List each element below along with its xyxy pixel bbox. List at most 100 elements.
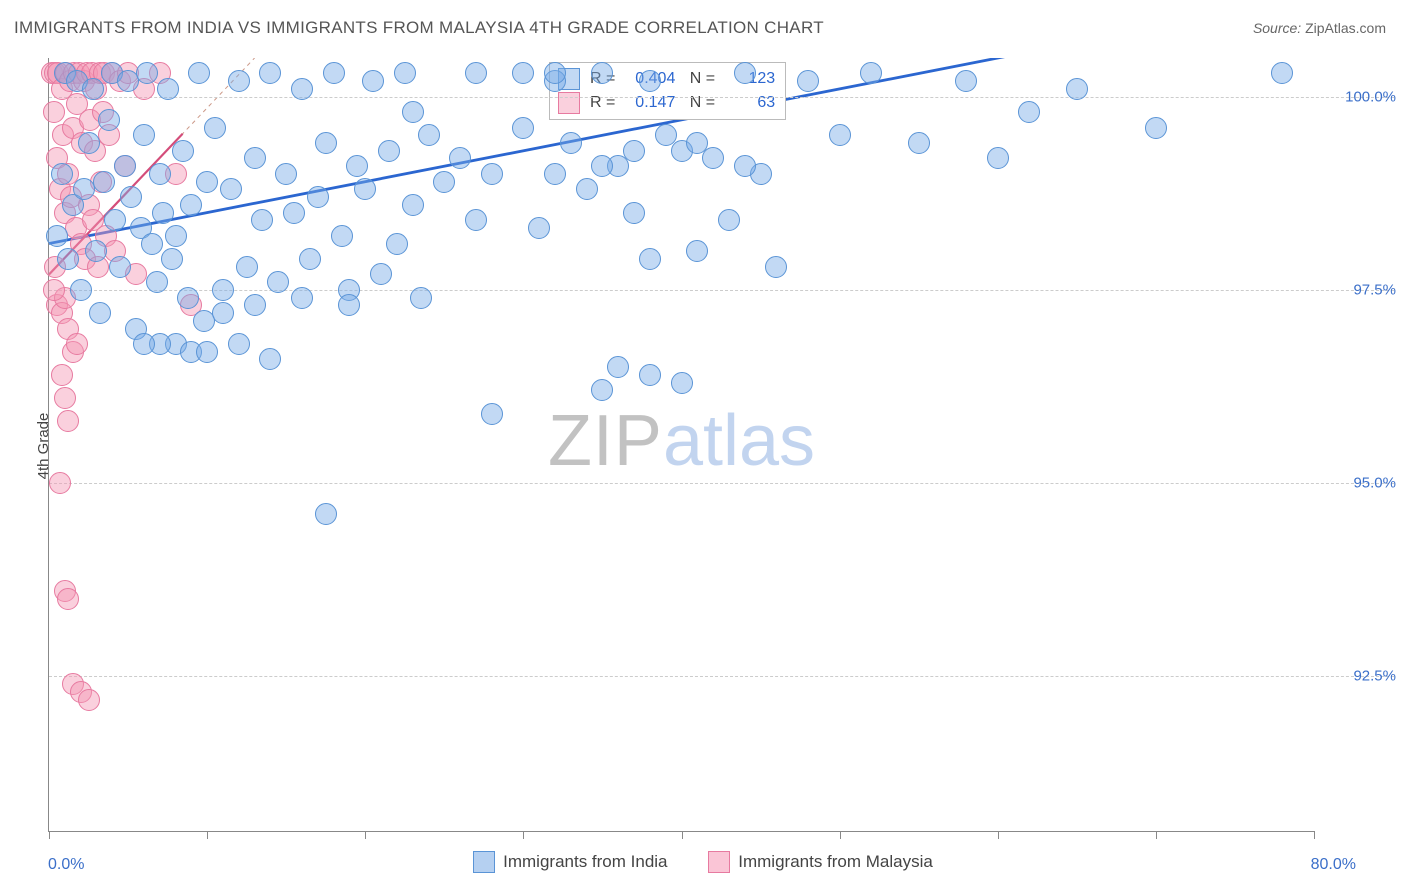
data-point	[267, 271, 289, 293]
data-point	[481, 163, 503, 185]
data-point	[362, 70, 384, 92]
data-point	[378, 140, 400, 162]
watermark-text-b: atlas	[663, 400, 815, 480]
data-point	[46, 225, 68, 247]
data-point	[797, 70, 819, 92]
data-point	[149, 163, 171, 185]
grid-line	[49, 483, 1394, 484]
data-point	[1271, 62, 1293, 84]
data-point	[66, 333, 88, 355]
data-point	[57, 248, 79, 270]
data-point	[307, 186, 329, 208]
data-point	[639, 364, 661, 386]
x-tick	[1156, 831, 1157, 839]
data-point	[315, 503, 337, 525]
data-point	[829, 124, 851, 146]
data-point	[315, 132, 337, 154]
data-point	[346, 155, 368, 177]
data-point	[718, 209, 740, 231]
data-point	[591, 379, 613, 401]
data-point	[465, 62, 487, 84]
data-point	[639, 70, 661, 92]
data-point	[161, 248, 183, 270]
data-point	[82, 78, 104, 100]
data-point	[196, 341, 218, 363]
data-point	[702, 147, 724, 169]
data-point	[323, 62, 345, 84]
data-point	[43, 101, 65, 123]
data-point	[259, 348, 281, 370]
data-point	[244, 147, 266, 169]
data-point	[51, 163, 73, 185]
data-point	[251, 209, 273, 231]
data-point	[394, 62, 416, 84]
data-point	[591, 155, 613, 177]
x-tick	[1314, 831, 1315, 839]
data-point	[386, 233, 408, 255]
data-point	[228, 70, 250, 92]
data-point	[89, 302, 111, 324]
data-point	[686, 240, 708, 262]
legend-stats-row: R = 0.147 N = 63	[558, 91, 775, 115]
data-point	[418, 124, 440, 146]
legend-item: Immigrants from India	[473, 851, 667, 873]
data-point	[591, 62, 613, 84]
data-point	[639, 248, 661, 270]
data-point	[136, 62, 158, 84]
y-tick-label: 95.0%	[1353, 475, 1396, 492]
x-tick	[682, 831, 683, 839]
data-point	[370, 263, 392, 285]
data-point	[1018, 101, 1040, 123]
data-point	[623, 140, 645, 162]
chart-container: IMMIGRANTS FROM INDIA VS IMMIGRANTS FROM…	[0, 0, 1406, 892]
data-point	[607, 356, 629, 378]
data-point	[146, 271, 168, 293]
data-point	[196, 171, 218, 193]
data-point	[54, 387, 76, 409]
legend-item-label: Immigrants from Malaysia	[738, 852, 933, 872]
data-point	[93, 171, 115, 193]
legend-r-value: 0.147	[625, 91, 675, 115]
data-point	[236, 256, 258, 278]
legend-item: Immigrants from Malaysia	[708, 851, 933, 873]
data-point	[449, 147, 471, 169]
legend-swatch-icon	[473, 851, 495, 873]
data-point	[402, 194, 424, 216]
data-point	[734, 155, 756, 177]
data-point	[465, 209, 487, 231]
data-point	[275, 163, 297, 185]
data-point	[259, 62, 281, 84]
plot-area: ZIPatlas R = 0.404 N = 123 R = 0.147 N =…	[48, 58, 1314, 832]
x-tick	[998, 831, 999, 839]
data-point	[120, 186, 142, 208]
data-point	[338, 294, 360, 316]
source-label: Source:	[1253, 20, 1301, 36]
x-tick	[365, 831, 366, 839]
data-point	[734, 62, 756, 84]
source-value: ZipAtlas.com	[1305, 20, 1386, 36]
data-point	[544, 163, 566, 185]
data-point	[152, 202, 174, 224]
watermark: ZIPatlas	[548, 399, 815, 481]
data-point	[212, 279, 234, 301]
data-point	[85, 240, 107, 262]
data-point	[410, 287, 432, 309]
watermark-text-a: ZIP	[548, 400, 663, 480]
data-point	[220, 178, 242, 200]
data-point	[671, 372, 693, 394]
trend-lines	[49, 58, 1314, 831]
data-point	[987, 147, 1009, 169]
data-point	[481, 403, 503, 425]
data-point	[291, 78, 313, 100]
data-point	[78, 689, 100, 711]
data-point	[104, 209, 126, 231]
data-point	[512, 62, 534, 84]
data-point	[402, 101, 424, 123]
data-point	[291, 287, 313, 309]
y-tick-label: 92.5%	[1353, 668, 1396, 685]
data-point	[1066, 78, 1088, 100]
data-point	[172, 140, 194, 162]
data-point	[43, 279, 65, 301]
data-point	[331, 225, 353, 247]
legend-n-label: N =	[685, 67, 715, 91]
